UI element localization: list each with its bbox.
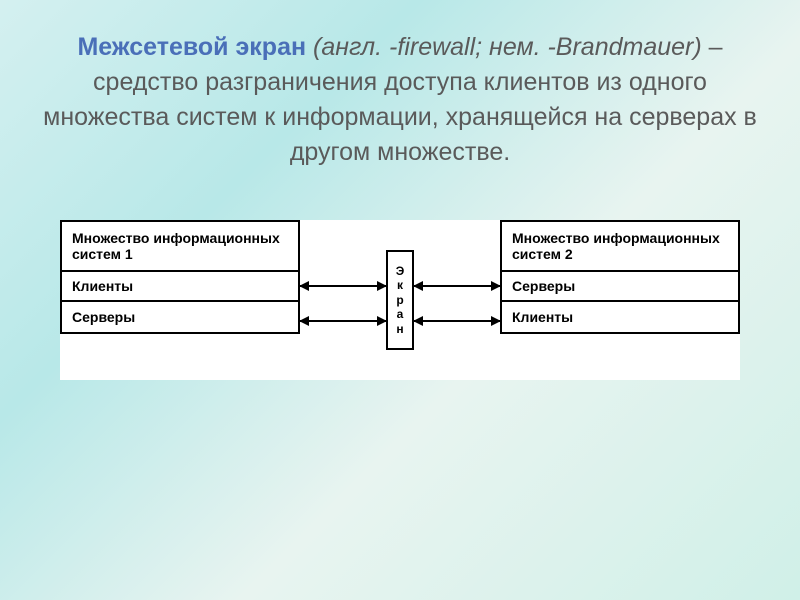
diagram-container: Множество информационных систем 1 Клиент… <box>40 220 760 380</box>
arrow-left-servers <box>300 320 386 322</box>
firewall-screen-box: Э к р а н <box>386 250 414 350</box>
right-header: Множество информационных систем 2 <box>502 222 738 272</box>
arrow-left-clients <box>300 285 386 287</box>
right-clients: Клиенты <box>502 302 738 332</box>
screen-letter: Э <box>396 264 405 278</box>
left-clients: Клиенты <box>62 272 298 302</box>
arrow-right-servers <box>414 285 500 287</box>
screen-letter: к <box>397 278 403 292</box>
heading-etymology: (англ. -firewall; нем. -Brandmauer) <box>306 33 702 61</box>
right-systems-box: Множество информационных систем 2 Сервер… <box>500 220 740 334</box>
arrow-right-clients <box>414 320 500 322</box>
left-systems-box: Множество информационных систем 1 Клиент… <box>60 220 300 334</box>
screen-letter: р <box>396 293 403 307</box>
left-header: Множество информационных систем 1 <box>62 222 298 272</box>
right-servers: Серверы <box>502 272 738 302</box>
screen-letter: н <box>396 322 403 336</box>
slide-heading: Межсетевой экран (англ. -firewall; нем. … <box>40 30 760 170</box>
left-servers: Серверы <box>62 302 298 332</box>
screen-letter: а <box>397 307 404 321</box>
heading-term: Межсетевой экран <box>77 33 306 61</box>
firewall-diagram: Множество информационных систем 1 Клиент… <box>60 220 740 380</box>
